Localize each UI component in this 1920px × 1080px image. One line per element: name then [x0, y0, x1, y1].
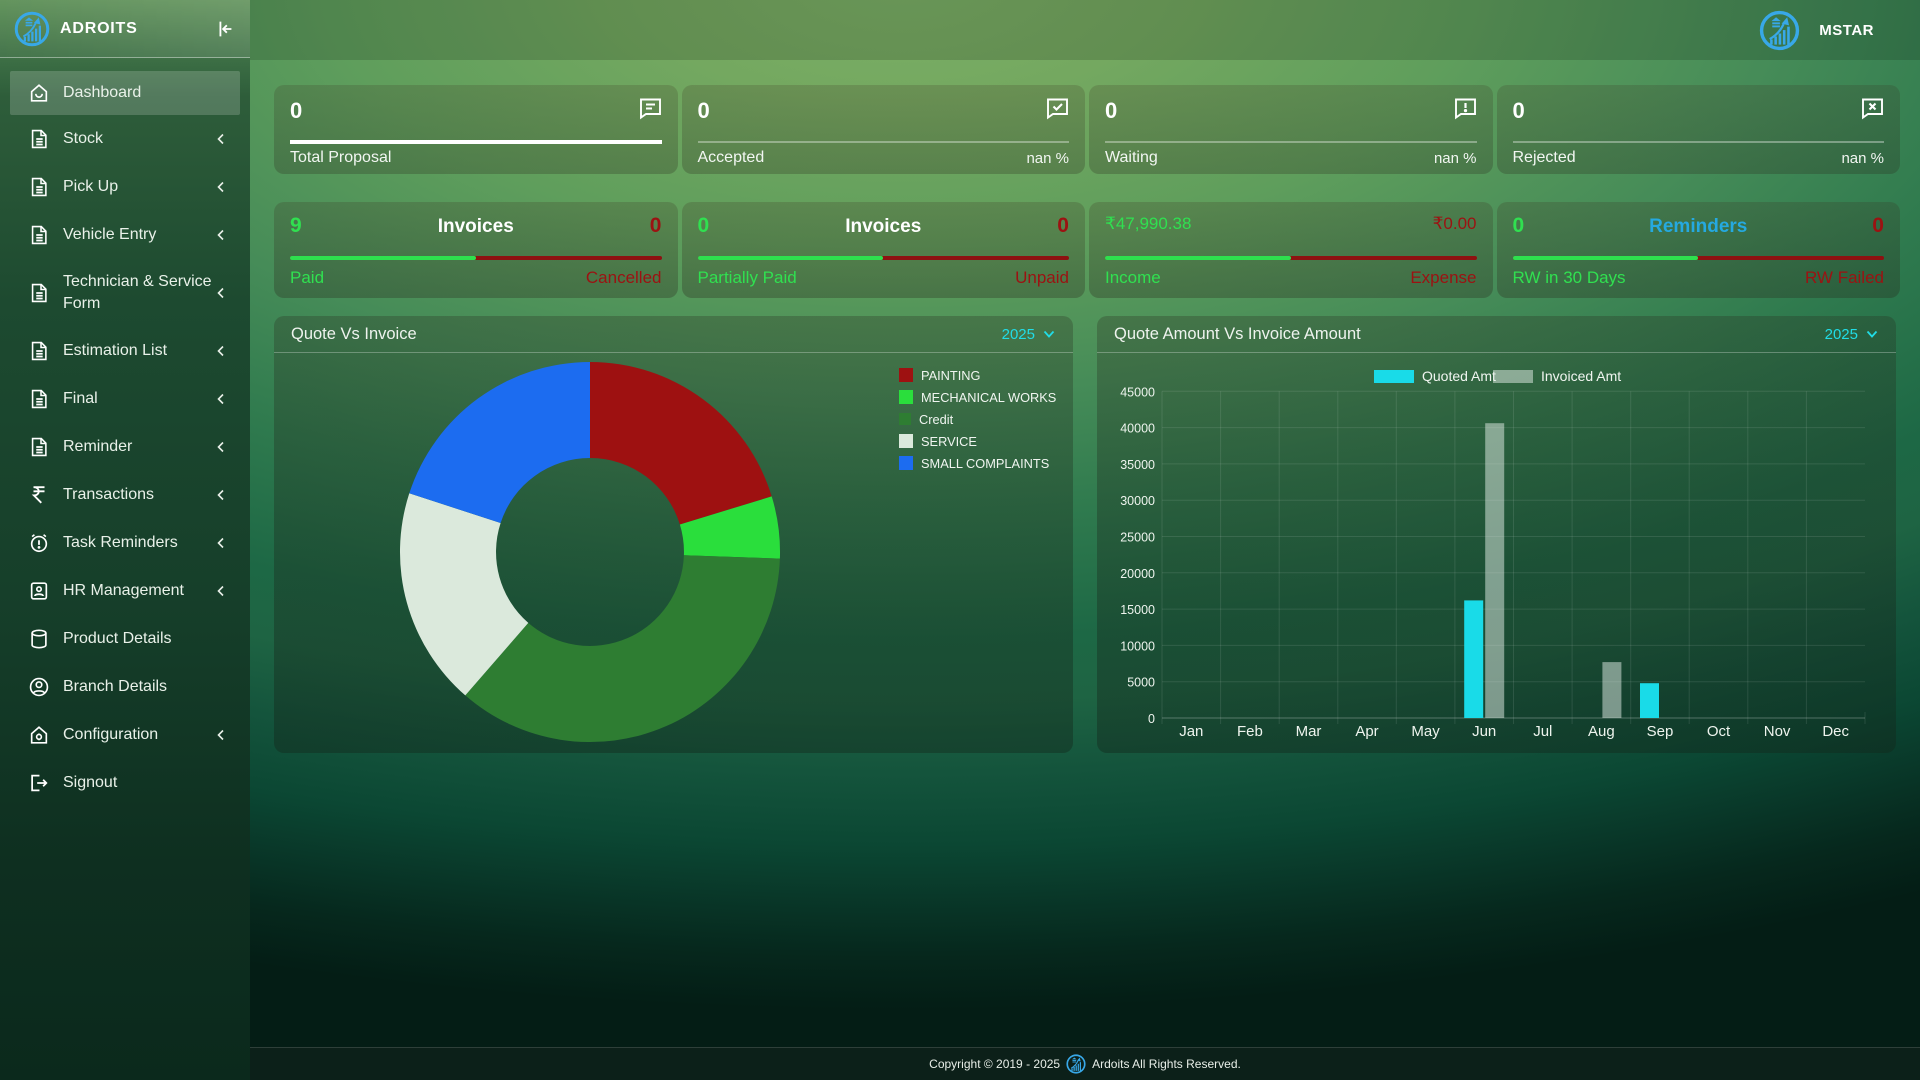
svg-text:Dec: Dec: [1822, 723, 1849, 740]
svg-text:Jan: Jan: [1179, 723, 1203, 740]
svg-text:40000: 40000: [1120, 422, 1155, 436]
svg-text:Aug: Aug: [1588, 723, 1615, 740]
svg-text:35000: 35000: [1120, 458, 1155, 472]
svg-text:20000: 20000: [1120, 567, 1155, 581]
svg-text:0: 0: [1148, 712, 1155, 726]
svg-text:15000: 15000: [1120, 603, 1155, 617]
svg-text:Oct: Oct: [1707, 723, 1731, 740]
svg-text:10000: 10000: [1120, 639, 1155, 653]
svg-text:5000: 5000: [1127, 676, 1155, 690]
svg-text:25000: 25000: [1120, 531, 1155, 545]
svg-text:Invoiced Amt: Invoiced Amt: [1541, 368, 1621, 384]
svg-text:Apr: Apr: [1355, 723, 1378, 740]
svg-text:30000: 30000: [1120, 494, 1155, 508]
svg-text:Mar: Mar: [1296, 723, 1322, 740]
svg-text:Jun: Jun: [1472, 723, 1496, 740]
svg-text:Feb: Feb: [1237, 723, 1263, 740]
svg-text:45000: 45000: [1120, 385, 1155, 399]
svg-text:Quoted Amt: Quoted Amt: [1422, 368, 1496, 384]
svg-text:Sep: Sep: [1647, 723, 1674, 740]
svg-text:May: May: [1411, 723, 1440, 740]
svg-text:Jul: Jul: [1533, 723, 1552, 740]
svg-text:Nov: Nov: [1764, 723, 1791, 740]
